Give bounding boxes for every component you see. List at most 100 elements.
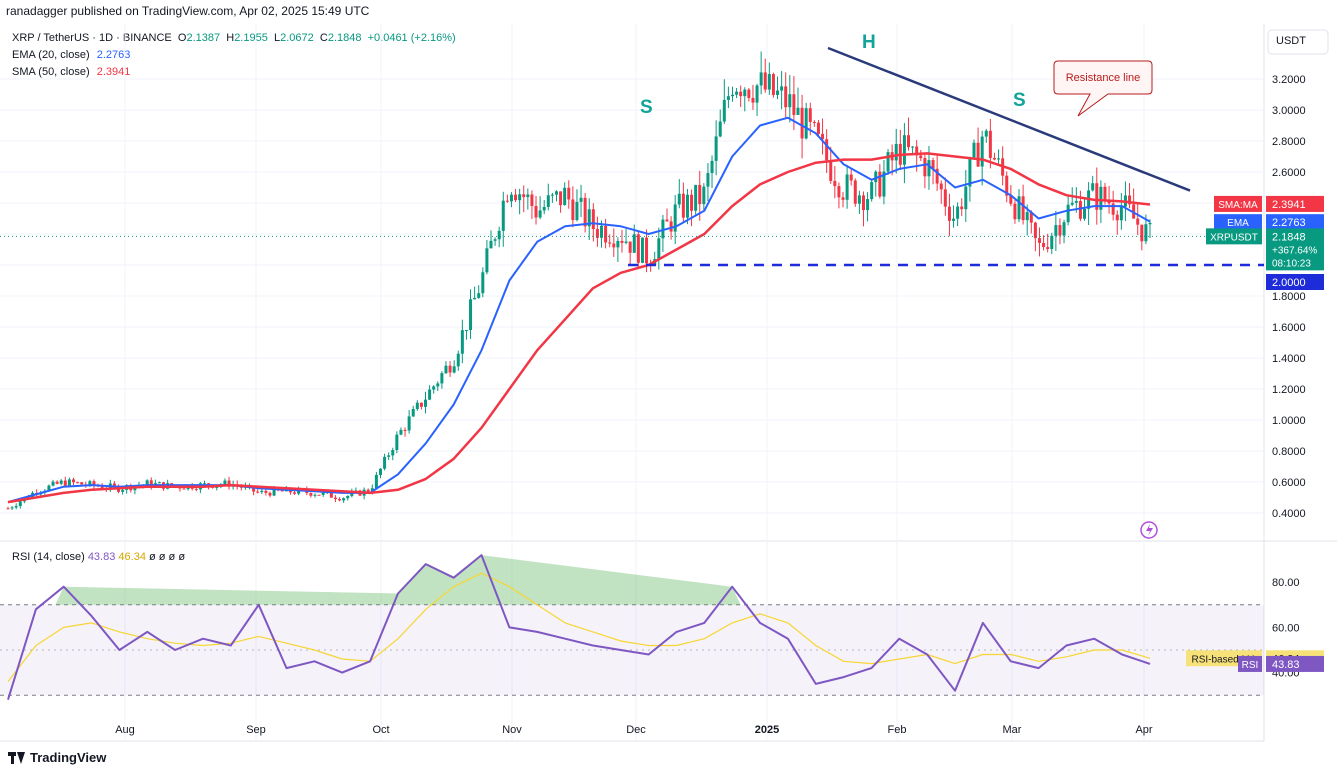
time-tick-label: Apr (1135, 724, 1152, 736)
candle-body (849, 174, 853, 181)
candle-body (579, 197, 583, 202)
candle-body (800, 107, 804, 139)
candle-body (1119, 206, 1123, 221)
candle-body (333, 497, 337, 500)
symbol-label[interactable]: XRP / TetherUS · 1D · BINANCE (12, 32, 172, 44)
ohlc-row: XRP / TetherUS · 1D · BINANCE O2.1387 H2… (12, 30, 456, 47)
candle-body (88, 481, 92, 486)
drawings[interactable]: S H S Resistance line (628, 32, 1264, 539)
candle-body (501, 200, 505, 231)
candle-body (1050, 235, 1054, 249)
close-value: 2.1848 (327, 32, 362, 44)
candle-body (366, 489, 370, 492)
candle-body (424, 399, 428, 407)
candle-body (509, 194, 513, 202)
support-tag-bg (1266, 274, 1324, 290)
candle-body (874, 171, 878, 183)
candle-body (1046, 247, 1050, 249)
candle-body (571, 199, 575, 221)
candle-body (448, 365, 452, 373)
candle-body (771, 74, 775, 95)
candle-body (714, 136, 718, 161)
ema-tag-value: 2.2763 (1272, 217, 1306, 229)
time-tick-label: Mar (1003, 724, 1022, 736)
price-tick-label: 1.0000 (1272, 415, 1306, 427)
candle-body (80, 482, 84, 485)
support-tag-value: 2.0000 (1272, 277, 1306, 289)
candle-body (612, 243, 616, 248)
high-value: 2.1955 (234, 32, 268, 44)
candle-body (702, 186, 706, 205)
candle-body (1095, 183, 1099, 210)
candle-body (489, 240, 493, 249)
rsi-tag-value: 43.83 (1272, 659, 1300, 671)
ema-legend-row[interactable]: EMA (20, close) 2.2763 (12, 47, 456, 64)
candle-body (444, 365, 448, 374)
candle-body (1037, 238, 1041, 243)
candle-body (1070, 202, 1074, 205)
candle-body (902, 135, 906, 165)
candle-body (485, 248, 489, 273)
ohlc-values: O2.1387 H2.1955 L2.0672 C2.1848 +0.0461 … (177, 32, 456, 44)
candle-body (1128, 195, 1132, 205)
candle-body (1029, 212, 1033, 223)
grid (0, 24, 1264, 741)
candle-body (346, 496, 350, 499)
candle-body (522, 194, 526, 198)
tradingview-logo-icon (8, 751, 26, 764)
candle-body (911, 146, 915, 148)
candle-body (264, 490, 268, 493)
candle-body (436, 383, 440, 387)
candle-body (112, 483, 116, 486)
low-value: 2.0672 (280, 32, 314, 44)
candle-body (595, 229, 599, 238)
candle-body (984, 130, 988, 137)
candle-body (796, 107, 800, 115)
candle-body (1148, 223, 1152, 225)
tradingview-footer[interactable]: TradingView (8, 750, 106, 765)
candle-body (636, 234, 640, 263)
candle-body (608, 242, 612, 244)
candle-body (833, 180, 837, 187)
candle-body (10, 507, 14, 509)
rsi-ma-legend-value: 46.34 (118, 551, 149, 563)
sma-tag-label-bg (1214, 195, 1262, 212)
candle-body (202, 483, 206, 485)
candle-body (857, 195, 861, 204)
candle-body (227, 480, 231, 487)
publisher-header: ranadagger published on TradingView.com,… (6, 4, 369, 18)
resistance-callout-text: Resistance line (1066, 72, 1141, 84)
candle-body (816, 122, 820, 134)
candle-body (1074, 200, 1078, 203)
candle-body (55, 481, 59, 484)
time-tick-label: Oct (372, 724, 389, 736)
time-tick-label: Feb (888, 724, 907, 736)
sma-legend-row[interactable]: SMA (50, close) 2.3941 (12, 64, 456, 81)
candle-body (665, 219, 669, 222)
candle-body (861, 195, 865, 211)
rsi-band (0, 555, 1264, 696)
candle-body (604, 225, 608, 243)
candle-body (980, 136, 984, 167)
sma-tag-value: 2.3941 (1272, 199, 1306, 211)
candle-body (542, 206, 546, 211)
candle-body (780, 86, 784, 91)
candle-body (534, 206, 538, 218)
candle-body (1078, 200, 1082, 219)
candle-body (1062, 222, 1066, 236)
candle-body (76, 482, 80, 484)
last-tag-pct: +367.64% (1272, 245, 1317, 256)
candle-body (624, 241, 628, 243)
candle-body (853, 180, 857, 204)
right-shoulder-label: S (1013, 90, 1026, 111)
candle-body (628, 241, 632, 253)
price-tick-label: 2.8000 (1272, 136, 1306, 148)
candle-body (554, 191, 558, 195)
candle-body (293, 492, 297, 494)
candle-body (256, 491, 260, 493)
candle-body (591, 209, 595, 230)
candle-body (784, 86, 788, 108)
candle-body (309, 493, 313, 496)
candle-body (812, 121, 816, 123)
